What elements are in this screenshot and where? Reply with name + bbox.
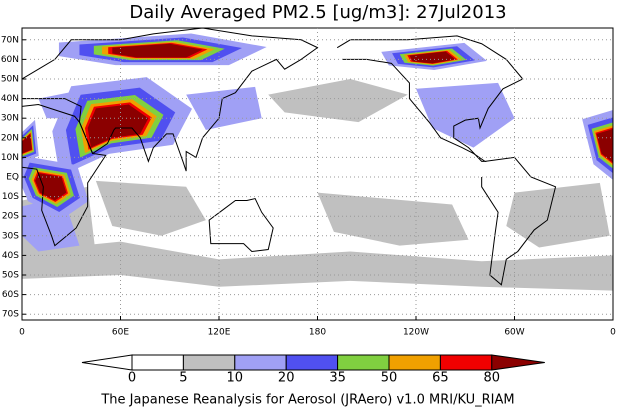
lat-label: 20N [1, 133, 19, 143]
lon-label: 60E [112, 328, 129, 338]
lat-label: 60S [2, 290, 19, 300]
lat-label: 30S [2, 231, 19, 241]
map [22, 28, 613, 291]
colorbar-label: 10 [227, 371, 244, 386]
colorbar-segment [182, 354, 236, 371]
colorbar-segment [388, 354, 441, 371]
colorbar-segment [131, 354, 184, 371]
lon-label: 0 [19, 328, 25, 338]
coastline [22, 28, 319, 172]
colorbar-label: 5 [179, 371, 187, 386]
colorbar-end [491, 354, 545, 371]
colorbar-label: 50 [381, 371, 398, 386]
coastline [481, 156, 557, 286]
lat-label: 40N [1, 94, 19, 104]
colorbar-label: 20 [278, 371, 295, 386]
hotspot [596, 128, 613, 163]
hotspot [112, 43, 203, 58]
aerosol-area [506, 182, 610, 248]
hotspot [22, 133, 32, 154]
title: Daily Averaged PM2.5 [ug/m3]: 27Jul2013 [129, 2, 506, 23]
colorbar-label: 35 [329, 371, 346, 386]
lat-label: 70N [1, 35, 19, 45]
lat-label: 50S [2, 271, 19, 281]
lat-label: 50N [1, 75, 19, 85]
colorbar-segment [285, 354, 339, 371]
colorbar-end [81, 354, 133, 371]
lat-label: 30N [1, 114, 19, 124]
footer: The Japanese Reanalysis for Aerosol (JRA… [100, 393, 514, 408]
colorbar-segment [439, 354, 493, 371]
aerosol-area [22, 241, 613, 291]
aerosol-area [268, 79, 408, 123]
lat-label: EQ [6, 173, 19, 183]
aerosol-area [95, 180, 206, 236]
lat-label: 10S [2, 192, 19, 202]
coastline [336, 35, 524, 162]
lon-label: 120E [208, 328, 231, 338]
colorbar-label: 0 [128, 371, 136, 386]
lon-label: 60W [504, 328, 524, 338]
lat-label: 40S [2, 251, 19, 261]
lat-label: 70S [2, 310, 19, 320]
hotspot [409, 51, 456, 64]
colorbar-label: 65 [432, 371, 449, 386]
hotspot [87, 104, 149, 148]
coastline [22, 103, 107, 247]
coastline [208, 197, 274, 253]
aerosol-area [186, 86, 262, 130]
lat-label: 10N [1, 153, 19, 163]
lat-label: 60N [1, 55, 19, 65]
colorbar-segment [234, 354, 287, 371]
lat-label: 20S [2, 212, 19, 222]
aerosol-area [317, 192, 469, 246]
colorbar-label: 80 [484, 371, 501, 386]
lon-label: 120W [403, 328, 429, 338]
aerosol-area [416, 82, 515, 148]
lon-label: 180 [309, 328, 326, 338]
colorbar-segment [337, 354, 390, 371]
lon-label: 0 [610, 328, 616, 338]
